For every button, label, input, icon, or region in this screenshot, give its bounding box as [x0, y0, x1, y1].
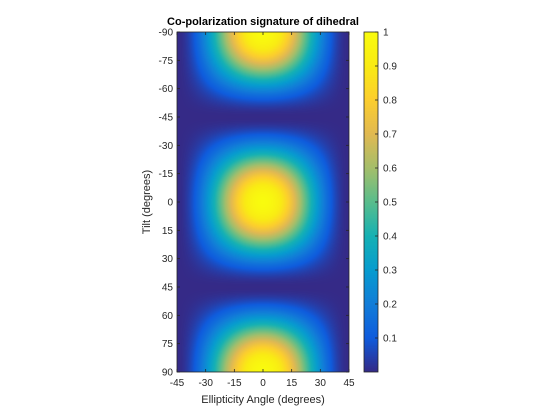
y-tick-label: 30	[162, 254, 174, 265]
colorbar-tick-label: 0.3	[383, 266, 397, 277]
x-tick-label: -45	[170, 378, 185, 389]
x-axis: -45 -30 -15 0 15 30 45	[170, 32, 355, 389]
y-tick-label: -45	[159, 113, 174, 124]
y-tick-label: 60	[162, 311, 174, 322]
chart-title: Co-polarization signature of dihedral	[167, 16, 359, 28]
colorbar: 0.1 0.2 0.3 0.4 0.5 0.6 0.7 0.8 0.9 1	[363, 28, 397, 373]
colorbar-tick-label: 0.6	[383, 164, 397, 175]
y-tick-label: 15	[162, 226, 174, 237]
colorbar-tick-label: 0.9	[383, 62, 397, 73]
y-tick-label: -90	[159, 28, 174, 39]
x-tick-label: 0	[260, 378, 266, 389]
x-tick-label: -15	[227, 378, 242, 389]
colorbar-tick-label: 0.4	[383, 232, 397, 243]
colorbar-tick-label: 0.1	[383, 334, 397, 345]
y-tick-label: 45	[162, 283, 174, 294]
colorbar-tick-label: 0.5	[383, 198, 397, 209]
colorbar-gradient	[364, 32, 378, 372]
y-tick-label: 90	[162, 368, 174, 379]
plot-area: -45 -30 -15 0 15 30 45 -90 -75 -60 -45 -30 -15 0 15 30…	[159, 28, 355, 390]
y-tick-label: 0	[167, 198, 173, 209]
y-axis: -90 -75 -60 -45 -30 -15 0 15 30 45 60 75 90	[159, 28, 349, 379]
colorbar-ticks: 0.1 0.2 0.3 0.4 0.5 0.6 0.7 0.8 0.9 1	[375, 28, 397, 345]
x-tick-label: 45	[343, 378, 355, 389]
y-tick-label: -75	[159, 56, 174, 67]
x-axis-label: Ellipticity Angle (degrees)	[201, 394, 325, 406]
x-tick-label: -30	[198, 378, 213, 389]
y-tick-label: -15	[159, 169, 174, 180]
y-tick-label: -30	[159, 141, 174, 152]
heatmap-image	[177, 32, 349, 372]
x-tick-label: 30	[315, 378, 327, 389]
y-tick-label: -60	[159, 84, 174, 95]
x-tick-label: 15	[286, 378, 298, 389]
y-axis-label: Tilt (degrees)	[141, 170, 153, 234]
colorbar-tick-label: 1	[383, 28, 389, 39]
colorbar-tick-label: 0.2	[383, 300, 397, 311]
y-tick-label: 75	[162, 339, 174, 350]
colorbar-tick-label: 0.8	[383, 96, 397, 107]
colorbar-tick-label: 0.7	[383, 130, 397, 141]
